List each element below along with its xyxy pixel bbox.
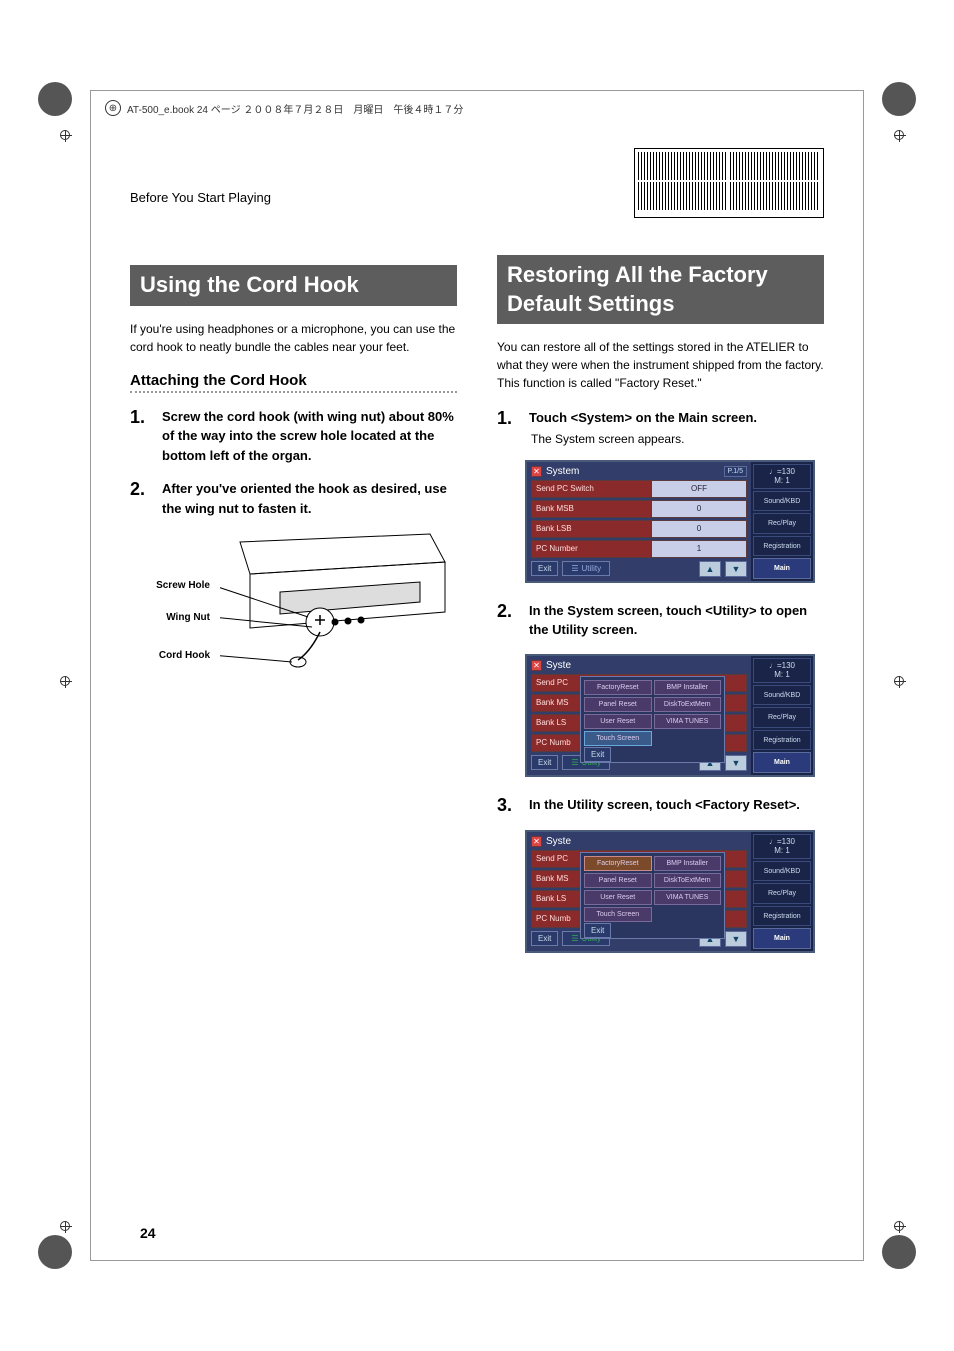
label-screw-hole: Screw Hole: [140, 580, 210, 591]
factory-reset-option[interactable]: FactoryReset: [584, 856, 652, 871]
section-title-cord-hook: Using the Cord Hook: [130, 265, 457, 306]
main-button[interactable]: Main: [753, 558, 811, 578]
table-row[interactable]: Send PC SwitchOFF: [531, 480, 747, 498]
page-indicator: P.1/5: [724, 466, 747, 477]
vima-tunes-option[interactable]: VIMA TUNES: [654, 890, 722, 905]
step-title: In the System screen, touch <Utility> to…: [529, 601, 824, 640]
step-1: 1. Touch <System> on the Main screen. Th…: [497, 408, 824, 446]
label-cord-hook: Cord Hook: [140, 650, 210, 661]
intro-text: You can restore all of the settings stor…: [497, 338, 824, 392]
popup-exit-button[interactable]: Exit: [584, 747, 611, 762]
header-text: AT-500_e.book 24 ページ ２００８年７月２８日 月曜日 午後４時…: [127, 101, 463, 116]
section-title-factory-reset: Restoring All the Factory Default Settin…: [497, 255, 824, 324]
corner-ornament: [882, 82, 916, 116]
exit-button[interactable]: Exit: [531, 931, 558, 946]
registration-button[interactable]: Registration: [753, 906, 811, 926]
user-reset-option[interactable]: User Reset: [584, 714, 652, 729]
step-number: 2.: [497, 601, 519, 640]
system-screen: ✕ System P.1/5 Send PC SwitchOFF Bank MS…: [525, 460, 815, 583]
main-button: Main: [753, 928, 811, 948]
screen-title: Syste: [546, 660, 747, 671]
bmp-installer-option[interactable]: BMP Installer: [654, 680, 722, 695]
corner-ornament: [882, 1235, 916, 1269]
touch-screen-option[interactable]: Touch Screen: [584, 731, 652, 746]
page-number: 24: [140, 1225, 156, 1241]
disk-to-ext-mem-option[interactable]: DiskToExtMem: [654, 697, 722, 712]
utility-screen: ✕ Syste Send PC Bank MS Bank LS PC Numb …: [525, 654, 815, 777]
exit-button[interactable]: Exit: [531, 755, 558, 770]
rec-play-button[interactable]: Rec/Play: [753, 707, 811, 727]
tempo-display: ♩=130M: 1: [753, 658, 811, 683]
rec-play-button[interactable]: Rec/Play: [753, 513, 811, 533]
utility-popup: FactoryReset BMP Installer Panel Reset D…: [580, 852, 725, 939]
bmp-installer-option[interactable]: BMP Installer: [654, 856, 722, 871]
rec-play-button[interactable]: Rec/Play: [753, 883, 811, 903]
exit-button[interactable]: Exit: [531, 561, 558, 576]
popup-exit-button[interactable]: Exit: [584, 923, 611, 938]
intro-text: If you're using headphones or a micropho…: [130, 320, 457, 356]
sound-kbd-button[interactable]: Sound/KBD: [753, 491, 811, 511]
tempo-display: ♩=130M: 1: [753, 834, 811, 859]
registration-button[interactable]: Registration: [753, 730, 811, 750]
down-arrow-button[interactable]: ▼: [725, 931, 747, 947]
close-icon[interactable]: ✕: [531, 836, 542, 847]
right-column: Restoring All the Factory Default Settin…: [497, 190, 824, 1191]
step-3: 3. In the Utility screen, touch <Factory…: [497, 795, 824, 816]
step-title: Screw the cord hook (with wing nut) abou…: [162, 407, 457, 466]
label-wing-nut: Wing Nut: [140, 612, 210, 623]
close-icon[interactable]: ✕: [531, 660, 542, 671]
breadcrumb: Before You Start Playing: [130, 190, 457, 205]
dotted-rule: [130, 391, 457, 393]
sub-heading: Attaching the Cord Hook: [130, 372, 457, 389]
cord-hook-diagram: Screw Hole Wing Nut Cord Hook: [140, 532, 457, 692]
step-2: 2. In the System screen, touch <Utility>…: [497, 601, 824, 640]
table-row[interactable]: Bank MSB0: [531, 500, 747, 518]
down-arrow-button[interactable]: ▼: [725, 755, 747, 771]
registration-button[interactable]: Registration: [753, 536, 811, 556]
touch-screen-option[interactable]: Touch Screen: [584, 907, 652, 922]
panel-reset-option[interactable]: Panel Reset: [584, 697, 652, 712]
organ-illustration: [220, 532, 450, 682]
step-1: 1. Screw the cord hook (with wing nut) a…: [130, 407, 457, 466]
step-number: 2.: [130, 479, 152, 518]
table-row[interactable]: Bank LSB0: [531, 520, 747, 538]
close-icon[interactable]: ✕: [531, 466, 542, 477]
utility-popup: FactoryReset BMP Installer Panel Reset D…: [580, 676, 725, 763]
step-title: After you've oriented the hook as desire…: [162, 479, 457, 518]
up-arrow-button[interactable]: ▲: [699, 561, 721, 577]
panel-reset-option[interactable]: Panel Reset: [584, 873, 652, 888]
factory-reset-option[interactable]: FactoryReset: [584, 680, 652, 695]
down-arrow-button[interactable]: ▼: [725, 561, 747, 577]
tempo-display: ♩=130M: 1: [753, 464, 811, 489]
step-number: 1.: [130, 407, 152, 466]
user-reset-option[interactable]: User Reset: [584, 890, 652, 905]
left-column: Before You Start Playing Using the Cord …: [130, 190, 457, 1191]
screen-title: Syste: [546, 836, 747, 847]
sound-kbd-button[interactable]: Sound/KBD: [753, 685, 811, 705]
disk-to-ext-mem-option[interactable]: DiskToExtMem: [654, 873, 722, 888]
step-note: The System screen appears.: [531, 432, 824, 446]
corner-ornament: [38, 82, 72, 116]
factory-reset-screen: ✕ Syste Send PC Bank MS Bank LS PC Numb …: [525, 830, 815, 953]
document-header: ⊕ AT-500_e.book 24 ページ ２００８年７月２８日 月曜日 午後…: [105, 100, 654, 116]
vima-tunes-option[interactable]: VIMA TUNES: [654, 714, 722, 729]
step-2: 2. After you've oriented the hook as des…: [130, 479, 457, 518]
table-row[interactable]: PC Number1: [531, 540, 747, 558]
main-button[interactable]: Main: [753, 752, 811, 772]
screen-title: System: [546, 466, 720, 477]
corner-ornament: [38, 1235, 72, 1269]
step-number: 3.: [497, 795, 519, 816]
step-number: 1.: [497, 408, 519, 446]
step-title: Touch <System> on the Main screen.: [529, 408, 824, 428]
utility-button[interactable]: ☰ Utility: [562, 561, 610, 576]
step-title: In the Utility screen, touch <Factory Re…: [529, 795, 824, 815]
sound-kbd-button[interactable]: Sound/KBD: [753, 861, 811, 881]
